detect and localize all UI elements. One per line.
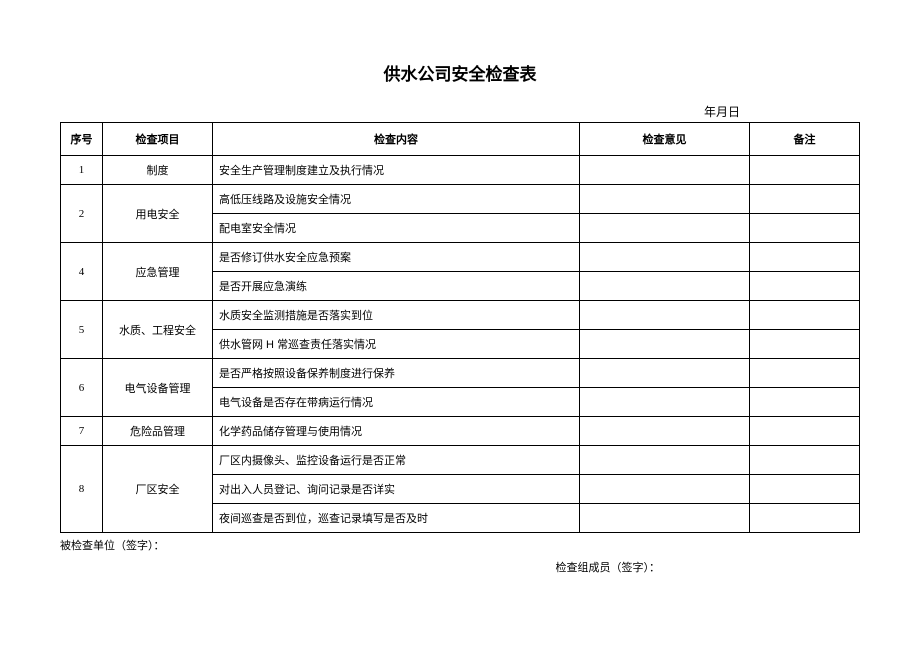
cell-opinion [580, 185, 750, 214]
cell-opinion [580, 417, 750, 446]
cell-remark [750, 243, 860, 272]
cell-remark [750, 359, 860, 388]
cell-opinion [580, 301, 750, 330]
cell-remark [750, 214, 860, 243]
cell-content: 高低压线路及设施安全情况 [213, 185, 580, 214]
cell-item: 制度 [103, 156, 213, 185]
cell-remark [750, 156, 860, 185]
table-row: 2用电安全高低压线路及设施安全情况 [61, 185, 860, 214]
cell-opinion [580, 446, 750, 475]
cell-content: 电气设备是否存在带病运行情况 [213, 388, 580, 417]
header-remark: 备注 [750, 123, 860, 156]
cell-remark [750, 446, 860, 475]
cell-opinion [580, 475, 750, 504]
checklist-table: 序号 检查项目 检查内容 检查意见 备注 1制度安全生产管理制度建立及执行情况2… [60, 122, 860, 533]
date-label: 年月日 [60, 103, 860, 120]
cell-seq: 2 [61, 185, 103, 243]
cell-content: 是否开展应急演练 [213, 272, 580, 301]
cell-remark [750, 417, 860, 446]
cell-content: 化学药品储存管理与使用情况 [213, 417, 580, 446]
table-row: 4应急管理是否修订供水安全应急预案 [61, 243, 860, 272]
cell-opinion [580, 214, 750, 243]
table-row: 5水质、工程安全水质安全监测措施是否落实到位 [61, 301, 860, 330]
cell-content: 对出入人员登记、询问记录是否详实 [213, 475, 580, 504]
cell-remark [750, 185, 860, 214]
cell-remark [750, 504, 860, 533]
footer-right-signature: 检查组成员（签字）： [60, 559, 860, 575]
cell-remark [750, 330, 860, 359]
cell-remark [750, 388, 860, 417]
cell-remark [750, 475, 860, 504]
cell-content: 配电室安全情况 [213, 214, 580, 243]
cell-item: 电气设备管理 [103, 359, 213, 417]
cell-content: 水质安全监测措施是否落实到位 [213, 301, 580, 330]
cell-content: 安全生产管理制度建立及执行情况 [213, 156, 580, 185]
cell-remark [750, 272, 860, 301]
cell-item: 用电安全 [103, 185, 213, 243]
cell-opinion [580, 243, 750, 272]
cell-content: 夜间巡查是否到位，巡查记录填写是否及时 [213, 504, 580, 533]
header-seq: 序号 [61, 123, 103, 156]
cell-item: 厂区安全 [103, 446, 213, 533]
table-body: 1制度安全生产管理制度建立及执行情况2用电安全高低压线路及设施安全情况配电室安全… [61, 156, 860, 533]
cell-seq: 5 [61, 301, 103, 359]
cell-seq: 1 [61, 156, 103, 185]
header-opinion: 检查意见 [580, 123, 750, 156]
cell-remark [750, 301, 860, 330]
cell-seq: 4 [61, 243, 103, 301]
header-content: 检查内容 [213, 123, 580, 156]
cell-seq: 8 [61, 446, 103, 533]
cell-opinion [580, 388, 750, 417]
cell-content: 厂区内摄像头、监控设备运行是否正常 [213, 446, 580, 475]
table-row: 1制度安全生产管理制度建立及执行情况 [61, 156, 860, 185]
cell-item: 水质、工程安全 [103, 301, 213, 359]
table-header-row: 序号 检查项目 检查内容 检查意见 备注 [61, 123, 860, 156]
cell-opinion [580, 504, 750, 533]
cell-opinion [580, 156, 750, 185]
cell-opinion [580, 272, 750, 301]
table-row: 8厂区安全厂区内摄像头、监控设备运行是否正常 [61, 446, 860, 475]
cell-seq: 6 [61, 359, 103, 417]
cell-opinion [580, 359, 750, 388]
header-item: 检查项目 [103, 123, 213, 156]
cell-item: 应急管理 [103, 243, 213, 301]
table-row: 6电气设备管理是否严格按照设备保养制度进行保养 [61, 359, 860, 388]
cell-content: 供水管网 H 常巡查责任落实情况 [213, 330, 580, 359]
cell-seq: 7 [61, 417, 103, 446]
table-row: 7危险品管理化学药品储存管理与使用情况 [61, 417, 860, 446]
page: 供水公司安全检查表 年月日 序号 检查项目 检查内容 检查意见 备注 1制度安全… [0, 0, 920, 575]
footer-left-signature: 被检查单位（签字）： [60, 537, 860, 553]
cell-opinion [580, 330, 750, 359]
cell-content: 是否严格按照设备保养制度进行保养 [213, 359, 580, 388]
cell-item: 危险品管理 [103, 417, 213, 446]
cell-content: 是否修订供水安全应急预案 [213, 243, 580, 272]
page-title: 供水公司安全检查表 [60, 60, 860, 85]
